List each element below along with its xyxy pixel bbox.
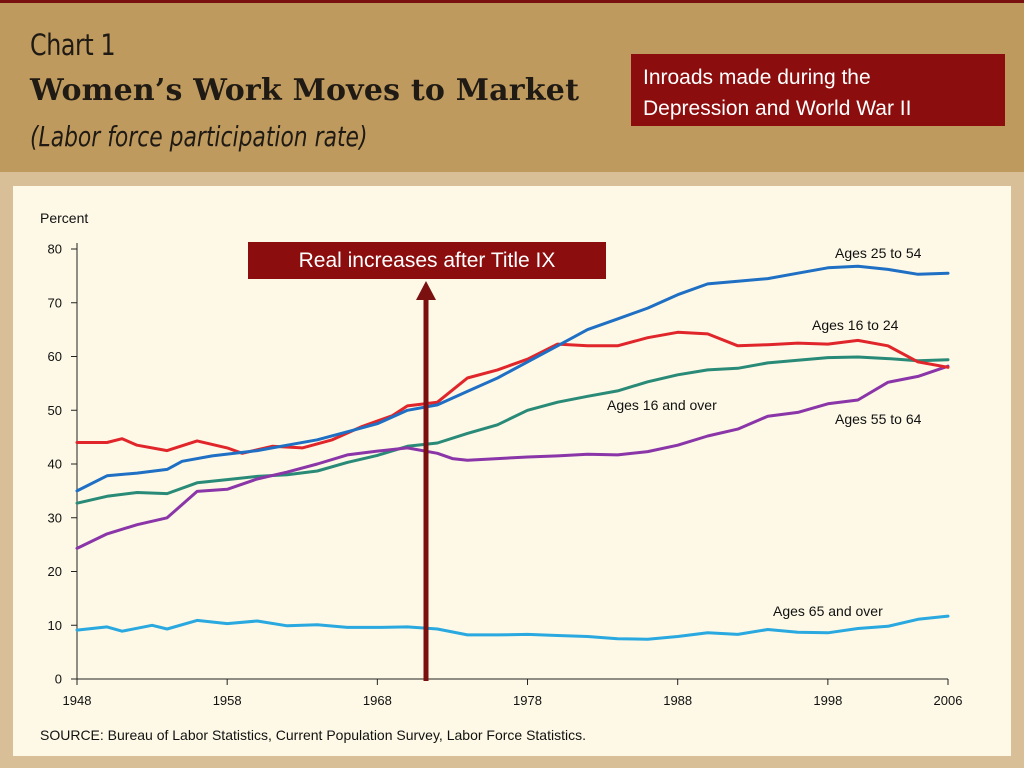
series-label-ages-55-to-64: Ages 55 to 64	[835, 411, 922, 427]
chart-panel	[13, 186, 1011, 756]
x-tick-label: 1948	[63, 693, 92, 708]
title-ix-annotation-box: Real increases after Title IX	[248, 242, 606, 279]
x-tick-label: 1978	[513, 693, 542, 708]
series-label-ages-16-and-over: Ages 16 and over	[607, 397, 717, 413]
callout-line-1: Inroads made during the	[643, 66, 871, 89]
y-tick-label: 40	[48, 457, 62, 472]
callout-line-2: Depression and World War II	[643, 97, 912, 120]
x-tick-label: 1968	[363, 693, 392, 708]
top-rule	[0, 0, 1024, 3]
y-tick-label: 0	[55, 672, 62, 687]
y-tick-label: 50	[48, 403, 62, 418]
x-tick-label: 1998	[813, 693, 842, 708]
series-line-ages-16-to-24	[75, 330, 950, 455]
annotation-arrow-head	[416, 281, 436, 300]
axes: Percent 0 10 20 30 40 50 60 70 80 1948 1958 1968 1978…	[40, 210, 962, 708]
series-label-ages-25-to-54: Ages 25 to 54	[835, 245, 922, 261]
callout-box: Inroads made during the Depression and W…	[631, 54, 1005, 126]
y-tick-label: 80	[48, 242, 62, 257]
y-tick-label: 10	[48, 618, 62, 633]
chart-title: Women’s Work Moves to Market	[30, 73, 580, 108]
series-label-ages-65-and-over: Ages 65 and over	[773, 603, 883, 619]
annotation-arrow	[416, 281, 436, 681]
chart-subtitle: (Labor force participation rate)	[30, 120, 368, 153]
y-tick-label: 20	[48, 564, 62, 579]
y-axis-title: Percent	[40, 210, 88, 226]
y-tick-label: 70	[48, 295, 62, 310]
series-line-ages-65-and-over	[75, 614, 950, 641]
chart-number: Chart 1	[30, 28, 116, 62]
series-labels: Ages 25 to 54 Ages 16 to 24 Ages 16 and ov…	[607, 245, 922, 619]
x-tick-label: 1958	[213, 693, 242, 708]
series-line-ages-55-to-64	[75, 364, 950, 550]
series-lines	[75, 264, 950, 641]
y-tick-label: 30	[48, 510, 62, 525]
y-tick-label: 60	[48, 349, 62, 364]
series-label-ages-16-to-24: Ages 16 to 24	[812, 317, 899, 333]
series-line-ages-16-and-over	[75, 355, 950, 505]
slide-header: Chart 1 Women’s Work Moves to Market (La…	[0, 3, 1024, 172]
source-note: SOURCE: Bureau of Labor Statistics, Curr…	[40, 727, 586, 743]
series-line-ages-25-to-54	[75, 264, 950, 493]
x-tick-label: 2006	[934, 693, 963, 708]
x-tick-label: 1988	[663, 693, 692, 708]
